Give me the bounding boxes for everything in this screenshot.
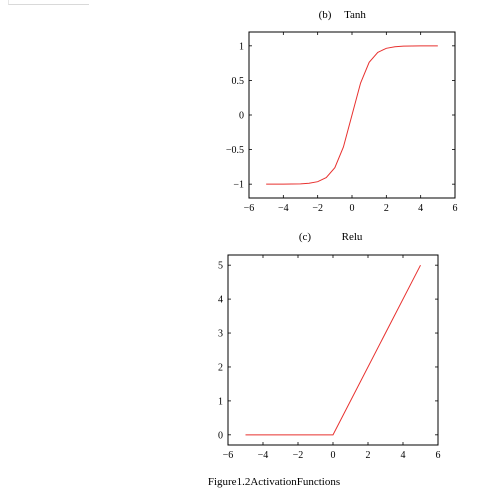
y-tick-label: 0.5 bbox=[232, 76, 245, 87]
chart-panel-label: (b) bbox=[319, 9, 332, 21]
x-tick-label: −6 bbox=[244, 203, 255, 214]
x-tick-label: −2 bbox=[312, 203, 323, 214]
y-tick-label: 5 bbox=[218, 261, 223, 272]
x-tick-label: 0 bbox=[350, 203, 355, 214]
series-line bbox=[245, 264, 421, 436]
x-tick-label: −2 bbox=[293, 450, 304, 461]
chart-title: Tanh bbox=[344, 9, 366, 21]
y-tick-label: 3 bbox=[218, 329, 223, 340]
chart-title: Relu bbox=[342, 231, 363, 243]
plot-frame bbox=[227, 254, 439, 446]
y-tick-label: 4 bbox=[218, 295, 223, 306]
x-tick-label: 2 bbox=[384, 203, 389, 214]
chart-relu: (c) Relu −6 −4 −2 0 2 4 6 0 1 2 3 4 5 bbox=[218, 231, 441, 461]
corner-mark bbox=[8, 0, 89, 5]
y-tick-label: 1 bbox=[218, 396, 223, 407]
x-tick-label: −4 bbox=[278, 203, 289, 214]
x-tick-label: 0 bbox=[331, 450, 336, 461]
x-tick-label: −4 bbox=[258, 450, 269, 461]
y-tick-label: 0 bbox=[218, 430, 223, 441]
x-tick-label: 6 bbox=[453, 203, 458, 214]
x-tick-label: 4 bbox=[418, 203, 423, 214]
figure-caption: Figure1.2ActivationFunctions bbox=[0, 476, 478, 488]
x-tick-label: 2 bbox=[366, 450, 371, 461]
x-tick-label: 6 bbox=[436, 450, 441, 461]
y-tick-label: −0.5 bbox=[226, 145, 244, 156]
x-tick-label: 4 bbox=[401, 450, 406, 461]
y-tick-label: 1 bbox=[239, 41, 244, 52]
figure-caption-text: Figure1.2ActivationFunctions bbox=[207, 476, 341, 488]
x-tick-label: −6 bbox=[223, 450, 234, 461]
y-tick-label: 0 bbox=[239, 111, 244, 122]
chart-tanh: (b) Tanh −6 −4 −2 0 2 4 6 −1 −0.5 0 0.5 1 bbox=[226, 9, 458, 214]
y-tick-label: 2 bbox=[218, 362, 223, 373]
series-line bbox=[266, 45, 438, 185]
y-tick-label: −1 bbox=[233, 180, 244, 191]
chart-panel-label: (c) bbox=[299, 231, 312, 243]
